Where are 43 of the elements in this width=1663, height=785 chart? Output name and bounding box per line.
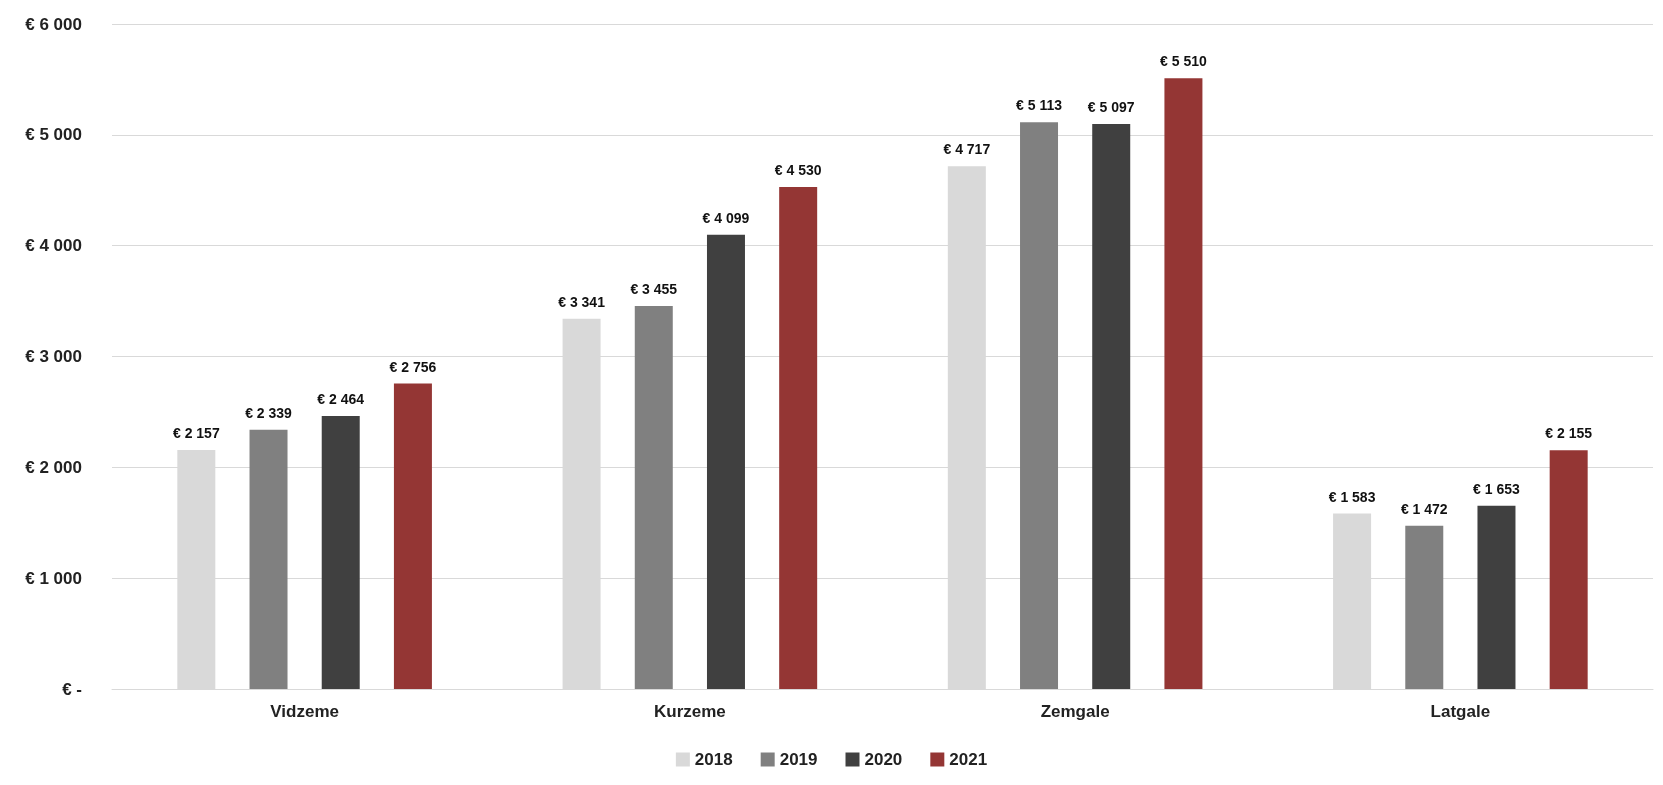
bar: [1405, 525, 1444, 689]
legend-label: 2020: [864, 750, 903, 769]
data-label: € 3 341: [558, 293, 606, 310]
bar: [249, 429, 288, 689]
data-label: € 5 510: [1160, 53, 1207, 70]
y-tick-label: € -: [62, 679, 82, 699]
data-label: € 4 717: [943, 141, 991, 158]
data-label: € 2 756: [389, 358, 437, 375]
data-label: € 2 157: [172, 424, 220, 441]
bar: [1020, 122, 1059, 689]
data-label: € 2 464: [317, 390, 365, 407]
data-label: € 2 339: [245, 404, 293, 421]
bar: [321, 415, 360, 689]
bar: [1549, 450, 1588, 689]
y-tick-label: € 5 000: [25, 125, 82, 145]
legend-label: 2018: [694, 750, 733, 769]
bar: [1164, 78, 1203, 689]
data-label: € 1 472: [1400, 500, 1448, 517]
x-tick-label: Vidzeme: [270, 702, 339, 721]
x-tick-label: Zemgale: [1040, 702, 1110, 721]
data-label: € 1 653: [1473, 480, 1521, 497]
bar: [634, 306, 673, 689]
legend-label: 2019: [779, 750, 818, 769]
bar: [779, 186, 818, 689]
data-label: € 2 155: [1545, 425, 1593, 442]
data-label: € 3 455: [630, 281, 678, 298]
bar: [1092, 124, 1131, 689]
data-label: € 4 099: [702, 209, 750, 226]
y-tick-label: € 3 000: [25, 347, 82, 366]
y-tick-label: € 2 000: [25, 457, 82, 477]
data-label: € 5 113: [1016, 97, 1063, 114]
data-label: € 4 530: [774, 161, 822, 178]
y-tick-label: € 4 000: [25, 236, 82, 256]
bar: [1477, 505, 1516, 689]
bar: [706, 234, 745, 689]
data-label: € 5 097: [1087, 99, 1135, 116]
y-tick-label: € 1 000: [25, 568, 82, 588]
bar: [393, 383, 432, 689]
x-tick-label: Kurzeme: [653, 702, 726, 721]
legend-label: 2021: [949, 750, 988, 769]
x-tick-label: Latgale: [1430, 702, 1491, 721]
y-tick-label: € 6 000: [25, 14, 82, 34]
data-label: € 1 583: [1328, 488, 1376, 505]
